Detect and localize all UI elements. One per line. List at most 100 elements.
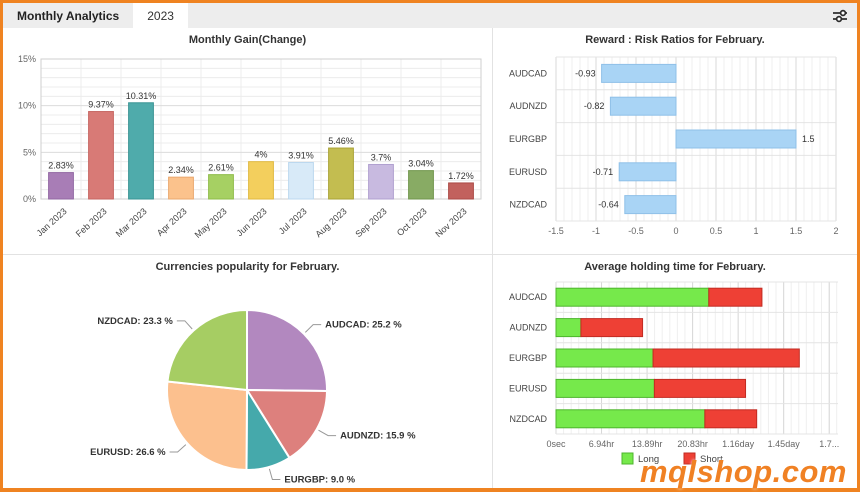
- legend-swatch-long: [621, 452, 633, 465]
- pie-slice-label: AUDNZD: 15.9 %: [340, 431, 416, 442]
- bar-value-label: -0.93: [575, 68, 596, 78]
- bar-value-label: 2.34%: [168, 165, 194, 175]
- chart-title-monthly-gain: Monthly Gain(Change): [188, 34, 307, 46]
- y-axis-category-label: AUDNZD: [509, 323, 547, 333]
- x-axis-tick-label: 20.83hr: [677, 439, 708, 449]
- bar-nov-2023: [447, 182, 474, 200]
- risk-bar-audcad: [600, 63, 676, 83]
- holding-bar-short-audnzd: [579, 318, 643, 338]
- bar-value-label: 4%: [254, 150, 267, 160]
- chart-title-holding-time: Average holding time for February.: [584, 261, 766, 273]
- x-axis-tick-label: 0: [673, 226, 678, 236]
- holding-bar-short-nzdcad: [703, 409, 757, 429]
- holding-bar-short-audcad: [707, 287, 762, 307]
- charts-grid: Monthly Gain(Change) 0% 5% 10% 15% 2.83% Jan …: [3, 28, 857, 488]
- pie-leader-line: [304, 324, 321, 333]
- holding-bar-short-eurgbp: [652, 348, 800, 368]
- risk-bar-eurusd: [618, 162, 676, 182]
- holding-bar-long-audnzd: [555, 318, 581, 338]
- bar-value-label: 2.61%: [208, 163, 234, 173]
- pie-slice-nzdcad: [165, 308, 248, 392]
- pie-slice-label: EURUSD: 26.6 %: [90, 447, 166, 458]
- bar-value-label: 1.5: [802, 134, 815, 144]
- x-axis-tick-label: -1.5: [548, 226, 564, 236]
- holding-bar-short-eurusd: [653, 378, 746, 398]
- bar-sep-2023: [367, 163, 394, 200]
- x-axis-tick-label: 1: [753, 226, 758, 236]
- bar-value-label: -0.82: [583, 101, 604, 111]
- tab-2023[interactable]: 2023: [133, 3, 188, 28]
- risk-bar-nzdcad: [623, 195, 677, 215]
- x-axis-tick-label: -1: [591, 226, 599, 236]
- header-spacer: [188, 3, 823, 28]
- bar-apr-2023: [167, 176, 194, 200]
- risk-bar-audnzd: [609, 96, 676, 116]
- settings-button[interactable]: [823, 3, 857, 28]
- legend-swatch-short: [683, 452, 695, 465]
- y-axis-tick-label: 5%: [22, 147, 35, 157]
- bar-value-label: -0.64: [598, 200, 619, 210]
- pie-leader-line: [176, 320, 193, 330]
- pie-slice-audcad: [245, 308, 328, 393]
- holding-time-stacked-bar-chart: AUDCAD AUDNZD EURGBP EURUSD NZDCAD 0sec 6.94hr…: [508, 281, 839, 465]
- chart-title-risk-ratios: Reward : Risk Ratios for February.: [585, 34, 765, 46]
- y-axis-tick-label: 0%: [22, 194, 35, 204]
- tab-bar: Monthly Analytics 2023: [3, 3, 857, 28]
- bar-jun-2023: [247, 161, 274, 200]
- x-axis-category-label: Aug 2023: [313, 206, 348, 239]
- pie-leader-line: [169, 444, 186, 453]
- x-axis-tick-label: 0.5: [709, 226, 722, 236]
- pie-leader-line: [317, 429, 336, 437]
- x-axis-category-label: Jan 2023: [34, 206, 68, 238]
- legend-label-long: Long: [638, 454, 659, 465]
- panel-currencies-popularity: Currencies popularity for February. AUDC…: [3, 255, 492, 488]
- y-axis-category-label: NZDCAD: [509, 414, 547, 424]
- x-axis-tick-label: 1.7...: [819, 439, 839, 449]
- bar-value-label: -0.71: [592, 167, 613, 177]
- y-axis-category-label: AUDCAD: [508, 292, 547, 302]
- sliders-icon: [833, 9, 847, 22]
- pie-slice-label: NZDCAD: 23.3 %: [97, 316, 173, 327]
- y-axis-category-label: EURGBP: [508, 353, 546, 363]
- panel-monthly-gain: Monthly Gain(Change) 0% 5% 10% 15% 2.83% Jan …: [3, 28, 492, 254]
- bar-jul-2023: [287, 162, 314, 200]
- holding-bar-long-eurusd: [555, 378, 655, 398]
- pie-slice-audnzd: [244, 388, 328, 460]
- tab-monthly-analytics[interactable]: Monthly Analytics: [17, 9, 120, 23]
- bar-value-label: 1.72%: [448, 171, 474, 181]
- bar-value-label: 3.7%: [370, 152, 391, 162]
- x-axis-category-label: Sep 2023: [353, 206, 388, 239]
- x-axis-category-label: Nov 2023: [433, 206, 468, 239]
- bar-value-label: 5.46%: [328, 136, 354, 146]
- bar-value-label: 3.04%: [408, 159, 434, 169]
- x-axis-tick-label: 13.89hr: [631, 439, 662, 449]
- y-axis-tick-label: 10%: [17, 101, 35, 111]
- x-axis-tick-label: 1.5: [789, 226, 802, 236]
- bar-may-2023: [207, 174, 234, 200]
- y-axis-category-label: AUDCAD: [508, 68, 547, 78]
- bar-aug-2023: [327, 147, 354, 200]
- y-axis-category-label: NZDCAD: [509, 200, 547, 210]
- chart-title-currencies-popularity: Currencies popularity for February.: [155, 261, 340, 273]
- x-axis-category-label: Jun 2023: [234, 206, 268, 238]
- holding-bar-long-eurgbp: [555, 348, 654, 368]
- pie-leader-line: [268, 468, 280, 480]
- bar-value-label: 10.31%: [125, 91, 156, 101]
- bar-mar-2023: [127, 102, 154, 200]
- pie-slice-label: EURGBP: 9.0 %: [284, 474, 355, 485]
- currencies-popularity-pie-chart: AUDCAD: 25.2 % AUDNZD: 15.9 % EURGBP: 9.0 …: [90, 308, 416, 485]
- x-axis-tick-label: -0.5: [628, 226, 644, 236]
- bar-value-label: 2.83%: [48, 161, 74, 171]
- x-axis-category-label: Feb 2023: [73, 206, 108, 239]
- bar-feb-2023: [87, 111, 114, 200]
- pie-slice-eurusd: [165, 380, 248, 472]
- x-axis-category-label: Oct 2023: [394, 206, 428, 238]
- bar-oct-2023: [407, 170, 434, 200]
- holding-bar-long-audcad: [555, 287, 709, 307]
- panel-risk-ratios: Reward : Risk Ratios for February. -0.93…: [493, 28, 857, 254]
- y-axis-category-label: EURGBP: [508, 134, 546, 144]
- y-axis-tick-label: 15%: [17, 54, 35, 64]
- x-axis-tick-label: 6.94hr: [588, 439, 614, 449]
- bar-jan-2023: [47, 172, 74, 200]
